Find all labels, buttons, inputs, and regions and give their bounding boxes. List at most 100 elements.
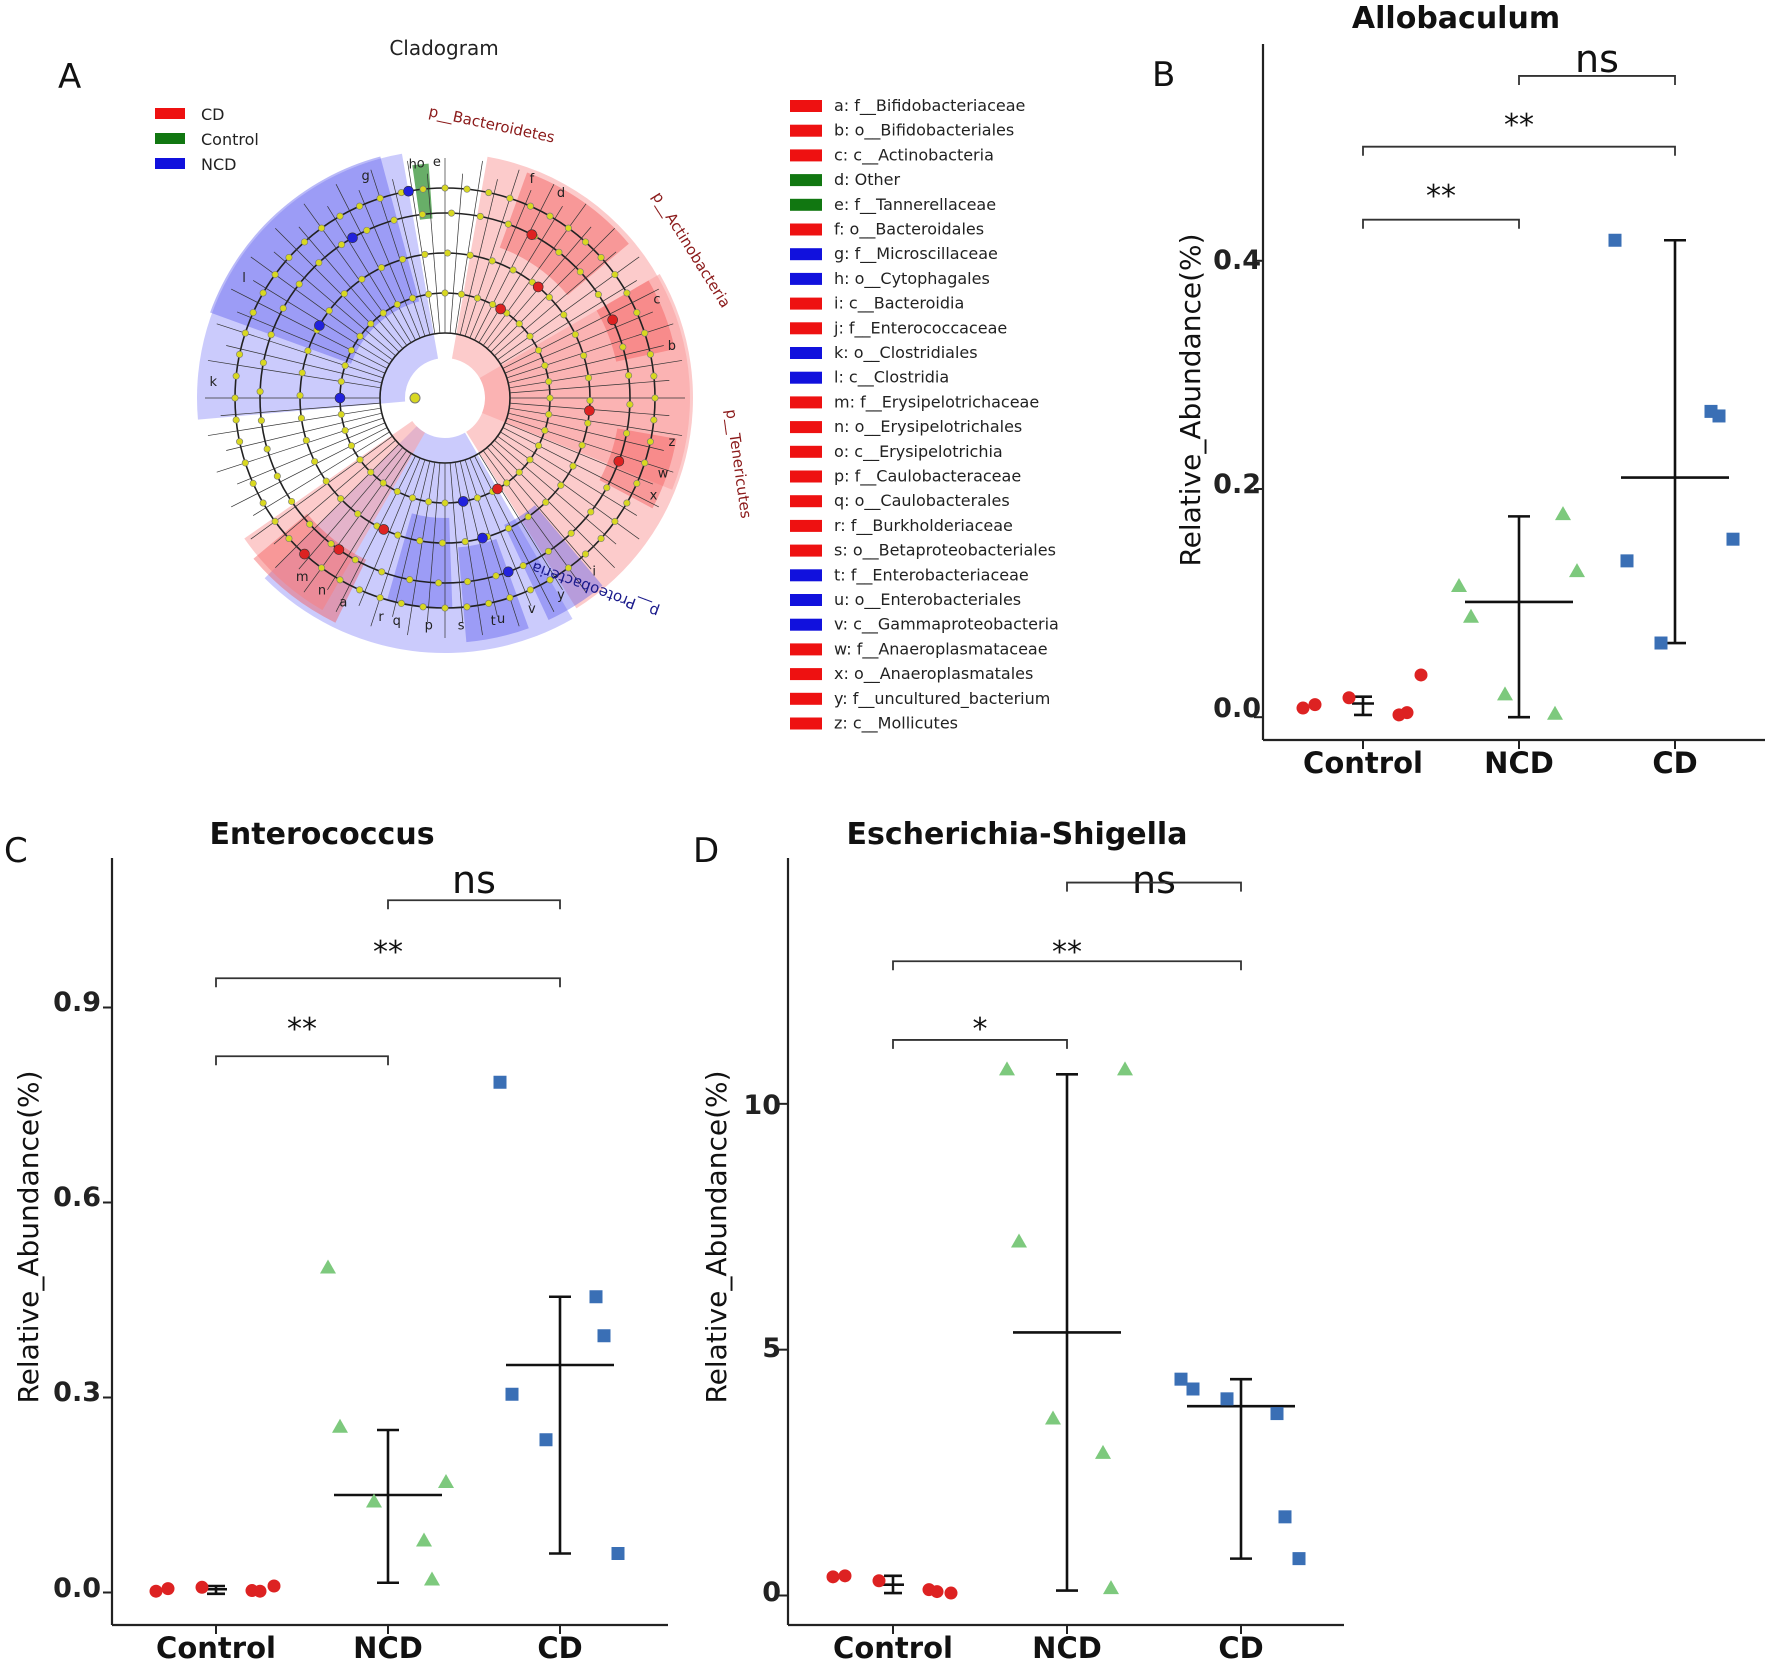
data-point-ncd — [424, 1571, 440, 1586]
taxa-swatch — [790, 495, 822, 508]
tree-node — [377, 264, 385, 272]
taxa-swatch — [790, 124, 822, 137]
sector-clostridiales — [210, 156, 420, 364]
biomarker-node-cd — [333, 544, 345, 555]
tree-node — [542, 498, 550, 506]
data-point-ncd — [1011, 1233, 1027, 1248]
tree-node — [564, 564, 572, 572]
sector-letter: q — [393, 614, 401, 629]
chart-title-allobaculum: Allobaculum — [1352, 1, 1560, 36]
tree-node — [257, 417, 265, 425]
taxa-label: k: o__Clostridiales — [834, 343, 978, 363]
tree-branch — [508, 345, 664, 384]
tree-node — [582, 550, 590, 558]
comparison-bracket — [1362, 218, 1520, 229]
tree-node — [535, 346, 543, 354]
tree-node — [597, 253, 605, 261]
tree-node — [236, 438, 244, 446]
tree-branch — [230, 288, 388, 369]
tree-node — [546, 394, 554, 402]
comparison-bracket — [892, 1039, 1068, 1049]
tree-node — [519, 562, 527, 570]
tree-node — [541, 426, 549, 434]
tree-node — [582, 238, 590, 246]
sector-letter: v — [528, 602, 536, 617]
tree-node — [399, 255, 407, 263]
tree-branch — [327, 205, 412, 343]
tree-branch — [454, 160, 483, 334]
tree-branch — [273, 251, 396, 357]
sig-label-d-control-ncd: * — [973, 1012, 988, 1047]
group-legend: CD Control NCD — [155, 105, 259, 174]
sig-label-d-control-cd: ** — [1052, 935, 1082, 970]
y-tick-label-d-1: 5 — [762, 1333, 781, 1364]
tree-node — [506, 594, 514, 602]
y-axis-title-c: Relative_Abundance(%) — [12, 1070, 45, 1403]
tree-branch — [478, 205, 563, 343]
clado-sector-letters: h o e d f c b z wx y v u s p qr a k l nm g i t — [210, 155, 677, 633]
tree-node — [611, 517, 619, 525]
data-point-cd — [1174, 1372, 1188, 1386]
tree-node — [419, 185, 427, 193]
tree-node — [340, 290, 348, 298]
sig-label-b-control-cd: ** — [1504, 108, 1534, 143]
tree-node — [425, 290, 433, 298]
x-tick-cd-d: CD — [1218, 1631, 1263, 1665]
tree-branch — [207, 407, 381, 436]
taxa-swatch — [790, 668, 822, 681]
tree-node — [376, 594, 384, 602]
taxa-label: l: c__Clostridia — [834, 368, 949, 388]
x-tick-cd-b: CD — [1652, 746, 1697, 780]
y-tick-label-b-1: 0.2 — [1213, 469, 1261, 500]
comparison-bracket — [215, 1055, 389, 1066]
tree-node — [651, 394, 659, 402]
biomarker-node-ncd — [457, 496, 469, 507]
data-point-ncd — [1117, 1061, 1133, 1076]
tree-node — [241, 329, 249, 337]
biomarker-node-cd — [613, 455, 625, 467]
tree-branch — [327, 453, 412, 591]
tree-node — [273, 472, 281, 480]
y-tick-label-c-1: 0.3 — [53, 1377, 101, 1408]
tree-node — [327, 540, 335, 548]
taxa-swatch — [790, 618, 822, 631]
tree-branch — [298, 447, 404, 570]
sector-erysipelotrichales — [253, 513, 367, 623]
data-point-cd — [539, 1433, 553, 1447]
tree-node — [356, 332, 364, 340]
sector-enterobacteriales — [458, 538, 529, 643]
tree-node — [267, 331, 275, 339]
legend-label-cd: CD — [201, 105, 225, 124]
chart-title-enterococcus: Enterococcus — [209, 817, 434, 852]
data-point-ncd — [999, 1061, 1015, 1076]
tree-branch — [494, 251, 617, 357]
taxa-swatch — [790, 544, 822, 557]
tree-branch — [509, 379, 670, 394]
data-point-cd — [1726, 532, 1740, 546]
sector-letter: o — [417, 156, 425, 171]
tree-node — [337, 378, 345, 386]
tree-branch — [275, 228, 400, 353]
sector-letter: r — [378, 610, 384, 625]
taxa-swatch — [790, 594, 822, 606]
taxa-label: d: Other — [834, 170, 900, 189]
tree-node — [358, 275, 366, 283]
tree-node — [503, 479, 511, 487]
biomarker-node-cd — [526, 229, 538, 240]
tree-node — [567, 529, 575, 537]
tree-node — [306, 520, 314, 528]
panel-letter-d: D — [693, 831, 719, 871]
tree-node — [394, 531, 402, 539]
tree-node — [304, 347, 312, 355]
taxa-swatch — [790, 174, 822, 187]
tree-branch — [508, 412, 664, 451]
data-point-cd — [505, 1387, 519, 1401]
tree-node — [363, 226, 371, 234]
tree-node — [367, 320, 375, 328]
comparison-bracket — [1518, 75, 1676, 85]
sector-letter: a — [339, 596, 347, 611]
clade-highlight-sectors — [196, 153, 693, 654]
taxa-swatch — [790, 297, 822, 310]
y-tick-label-b-0: 0.0 — [1213, 693, 1261, 724]
x-tick-ncd-d: NCD — [1032, 1631, 1102, 1665]
